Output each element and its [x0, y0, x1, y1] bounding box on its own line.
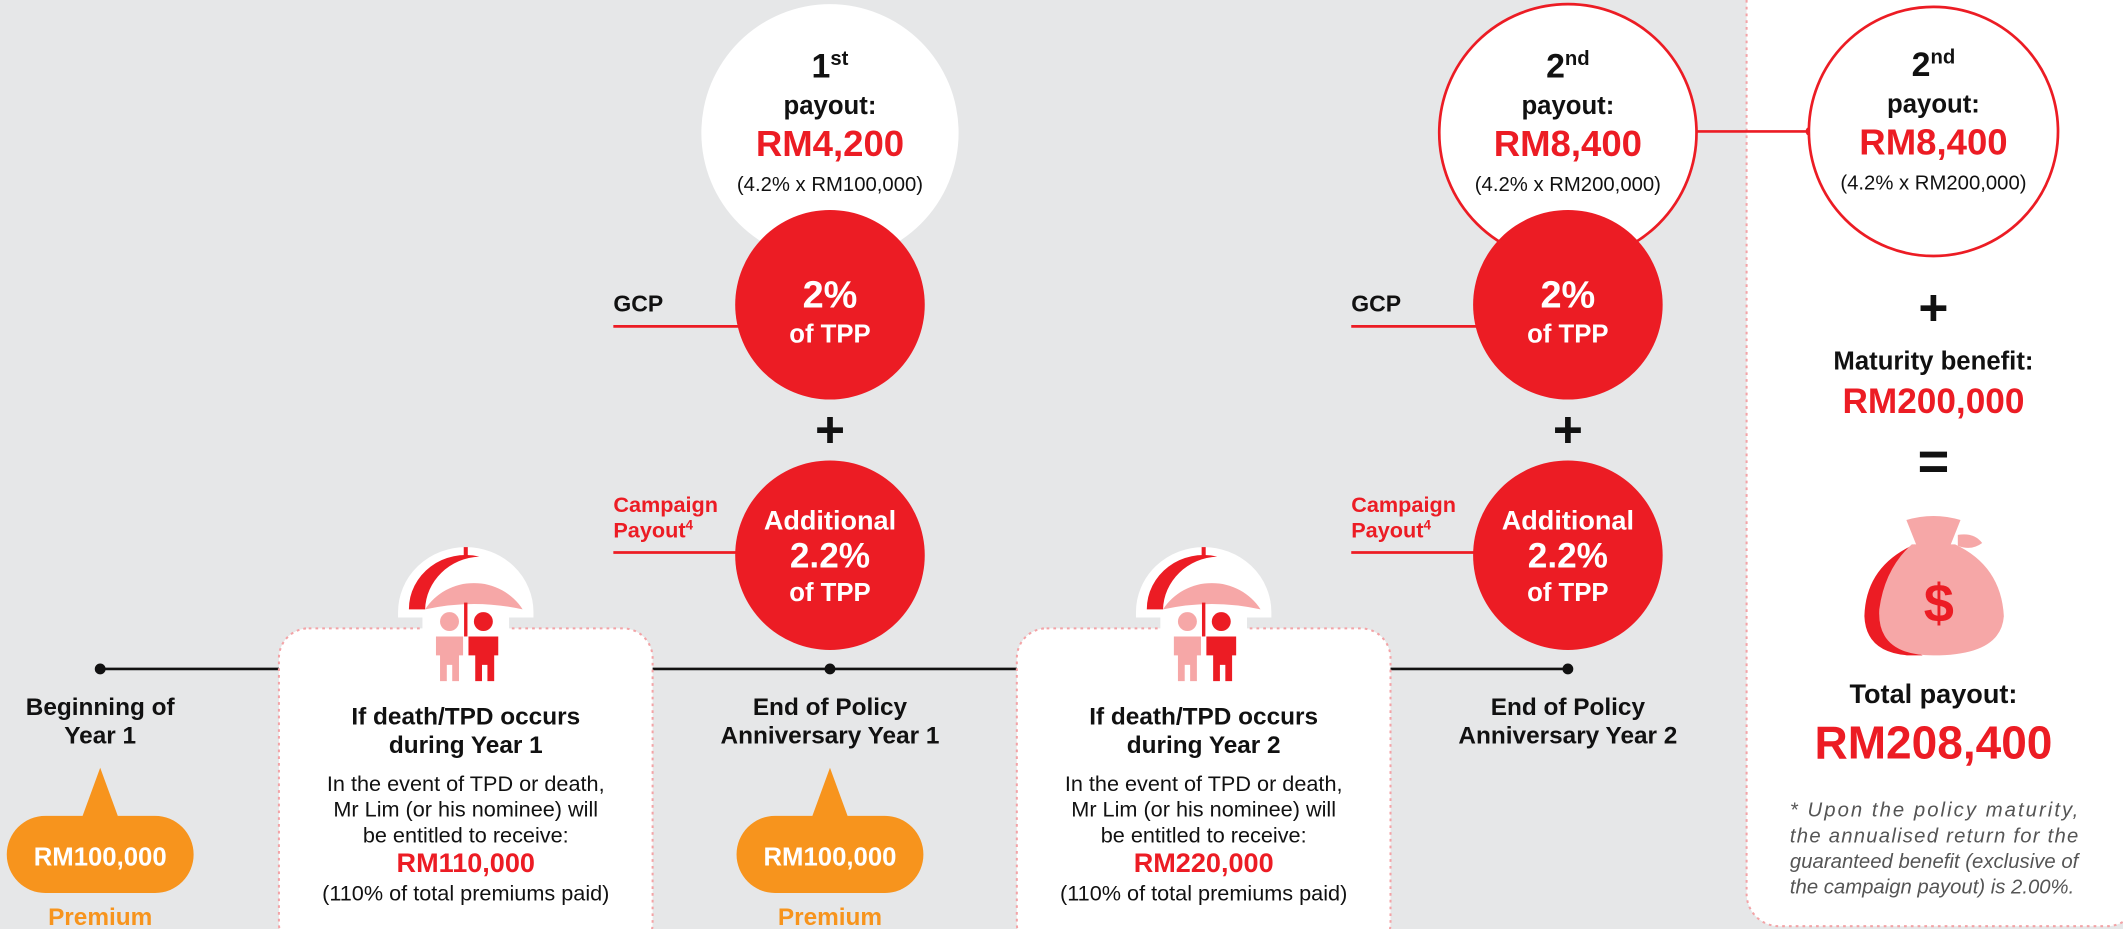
currency-icon: $ [1924, 574, 1954, 634]
timeline-dot [825, 664, 836, 675]
premium-label: Premium [778, 904, 882, 929]
campaign-prefix: Additional [764, 504, 896, 535]
ordinal-number: 2 [1912, 46, 1931, 84]
death-case-title: If death/TPD occurs [1089, 703, 1318, 730]
death-case-text: be entitled to receive: [1101, 822, 1307, 847]
payout-label: payout: [1887, 90, 1980, 118]
death-case-text: Mr Lim (or his nominee) will [333, 797, 598, 822]
campaign-basis: of TPP [789, 579, 870, 607]
payout-formula: (4.2% x RM200,000) [1840, 173, 2026, 195]
campaign-rate: 2.2% [790, 536, 870, 575]
milestone-label: Anniversary Year 2 [1458, 722, 1677, 749]
total-amount: RM208,400 [1814, 716, 2052, 768]
footnote-mark: 4 [686, 517, 694, 532]
death-case-text: In the event of TPD or death, [1065, 771, 1343, 796]
ordinal-suffix: nd [1565, 48, 1590, 70]
death-case-title: during Year 1 [389, 732, 543, 759]
premium-label: Premium [48, 904, 152, 929]
gcp-basis: of TPP [789, 321, 870, 349]
gcp-label: GCP [613, 291, 663, 317]
payout-formula: (4.2% x RM100,000) [737, 174, 923, 196]
footnote: the campaign payout) is 2.00%. [1790, 877, 2074, 899]
payout-formula: (4.2% x RM200,000) [1475, 174, 1661, 196]
maturity-label: Maturity benefit: [1833, 348, 2033, 376]
death-case-note: (110% of total premiums paid) [1060, 880, 1347, 905]
ordinal-suffix: nd [1930, 47, 1955, 69]
death-case-amount: RM110,000 [397, 847, 535, 878]
milestone-label: Anniversary Year 1 [721, 722, 940, 749]
campaign-label: Campaign [613, 492, 718, 517]
death-case-text: In the event of TPD or death, [327, 771, 605, 796]
campaign-label: Payout4 [613, 517, 693, 542]
infographic: GCP 1st payout: RM4,200 (4.2% x RM100,000) 2%… [0, 0, 2123, 929]
death-case-amount: RM220,000 [1134, 847, 1274, 878]
payout-amount: RM8,400 [1859, 121, 2007, 162]
gcp-basis: of TPP [1527, 321, 1608, 349]
footnote: the annualised return for the [1790, 825, 2078, 847]
gcp-label: GCP [1351, 291, 1401, 317]
timeline-dot [1562, 664, 1573, 675]
ordinal-suffix: st [830, 48, 848, 70]
gcp-rate: 2% [803, 274, 858, 316]
campaign-label: Payout4 [1351, 517, 1431, 542]
payout-label: payout: [784, 92, 877, 120]
plus-sign: + [1918, 278, 1948, 336]
footnote-mark: 4 [1423, 517, 1431, 532]
figure-head [440, 612, 459, 631]
plus-sign: + [1553, 400, 1583, 458]
campaign-label-line: Payout [613, 518, 685, 543]
figure-head [1212, 612, 1231, 631]
milestone-label: Year 1 [64, 722, 136, 749]
milestone-label: End of Policy [1491, 694, 1646, 721]
total-label: Total payout: [1850, 678, 2018, 709]
equals-sign: = [1918, 431, 1950, 491]
campaign-rate: 2.2% [1528, 536, 1608, 575]
payout-label: payout: [1521, 92, 1614, 120]
milestone-label: Beginning of [26, 694, 176, 721]
premium-amount: RM100,000 [34, 843, 167, 871]
premium-amount: RM100,000 [763, 843, 896, 871]
death-case-text: be entitled to receive: [363, 822, 569, 847]
payout-amount: RM4,200 [756, 123, 904, 164]
figure-head [474, 612, 493, 631]
plus-sign: + [815, 400, 845, 458]
ordinal-number: 1 [812, 47, 831, 85]
death-case-title: during Year 2 [1127, 732, 1281, 759]
death-case-title: If death/TPD occurs [351, 703, 580, 730]
gcp-rate: 2% [1540, 274, 1595, 316]
milestone-label: End of Policy [753, 694, 908, 721]
maturity-amount: RM200,000 [1842, 382, 2024, 421]
campaign-prefix: Additional [1502, 504, 1634, 535]
death-case-text: Mr Lim (or his nominee) will [1071, 797, 1336, 822]
death-case-note: (110% of total premiums paid) [322, 880, 609, 905]
page: { "payouts": [ {"ordinal": "1", "ordinal… [0, 0, 2123, 929]
campaign-basis: of TPP [1527, 579, 1608, 607]
ordinal-number: 2 [1546, 47, 1565, 85]
campaign-label: Campaign [1351, 492, 1456, 517]
footnote: * Upon the policy maturity, [1790, 800, 2078, 822]
figure-head [1178, 612, 1197, 631]
payout-amount: RM8,400 [1494, 123, 1642, 164]
campaign-label-line: Payout [1351, 518, 1423, 543]
footnote: guaranteed benefit (exclusive of [1790, 851, 2081, 873]
timeline-dot [95, 664, 106, 675]
